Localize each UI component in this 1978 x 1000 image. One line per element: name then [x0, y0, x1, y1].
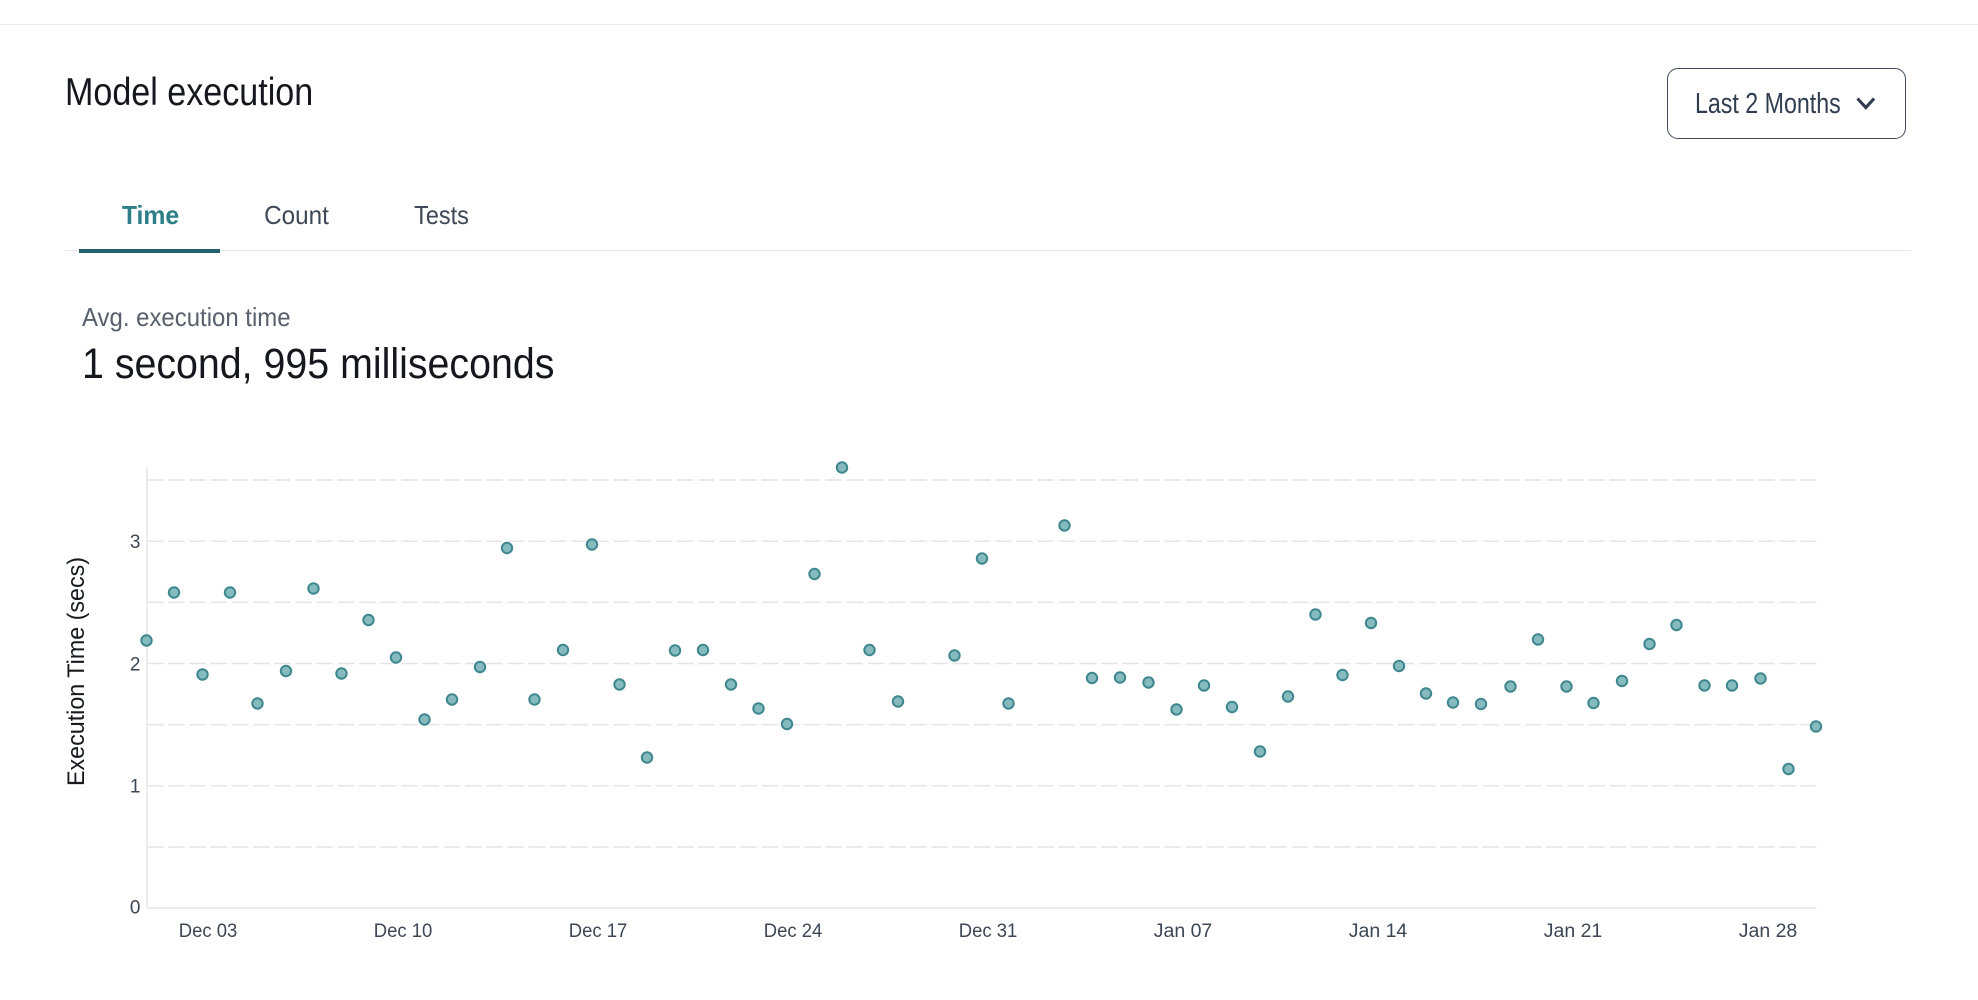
svg-text:1: 1 — [130, 777, 141, 798]
svg-text:0: 0 — [130, 897, 141, 918]
svg-text:Dec 17: Dec 17 — [569, 921, 628, 942]
svg-text:Jan 21: Jan 21 — [1544, 921, 1603, 942]
svg-text:Execution Time (secs): Execution Time (secs) — [63, 557, 90, 786]
svg-text:Jan 07: Jan 07 — [1154, 921, 1213, 942]
svg-text:Jan 28: Jan 28 — [1739, 921, 1798, 942]
svg-text:2: 2 — [130, 654, 141, 675]
svg-text:3: 3 — [130, 532, 141, 553]
svg-text:Dec 03: Dec 03 — [179, 921, 238, 942]
svg-text:Dec 31: Dec 31 — [959, 921, 1018, 942]
svg-text:Dec 10: Dec 10 — [374, 921, 433, 942]
svg-text:Dec 24: Dec 24 — [764, 921, 823, 942]
svg-text:Jan 14: Jan 14 — [1349, 921, 1408, 942]
